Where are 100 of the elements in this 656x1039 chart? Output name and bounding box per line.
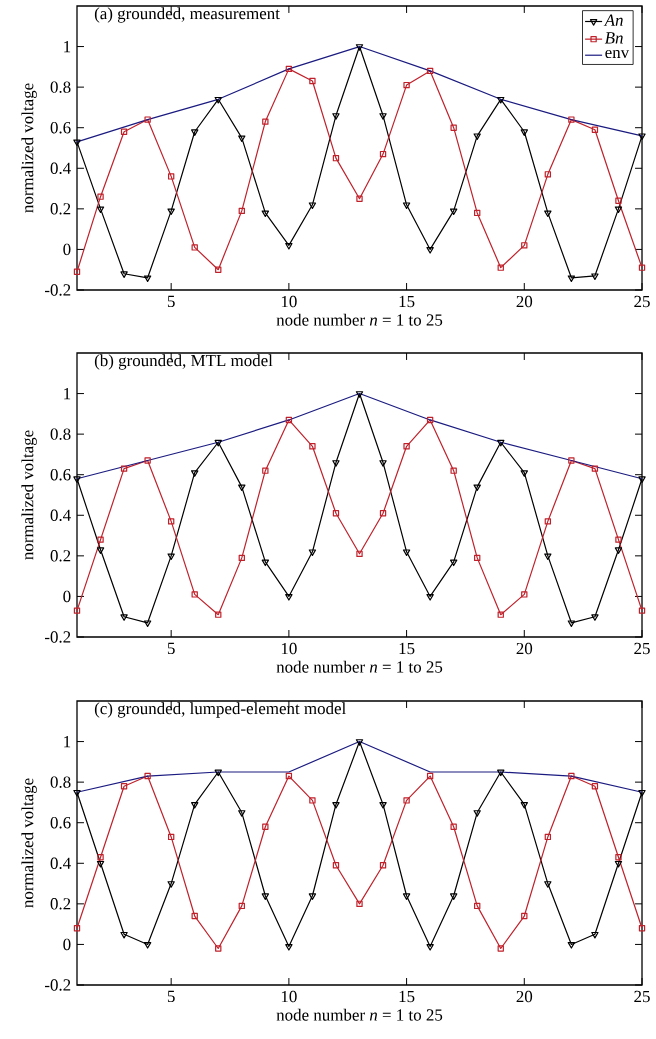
- point: [238, 135, 246, 143]
- point: [497, 769, 505, 777]
- point: [568, 116, 575, 123]
- x-tick-label: 20: [516, 990, 533, 1003]
- point: [638, 607, 646, 614]
- point: [544, 881, 552, 888]
- y-tick-label: 0.2: [50, 203, 71, 215]
- point: [73, 139, 81, 147]
- point: [191, 244, 198, 251]
- point: [356, 900, 363, 908]
- point: [568, 772, 575, 780]
- point: [520, 470, 528, 477]
- y-tick-label: 0.4: [50, 857, 71, 870]
- y-axis-title: normalized voltage: [21, 83, 37, 213]
- point: [167, 208, 175, 216]
- chart-title: (b) grounded, MTL model: [94, 354, 273, 370]
- point: [591, 614, 599, 621]
- point: [403, 443, 410, 450]
- point: [449, 893, 458, 900]
- point: [497, 611, 504, 618]
- x-tick-label: 15: [399, 990, 415, 1003]
- x-tick-label: 25: [634, 642, 650, 655]
- point: [403, 81, 410, 89]
- point: [379, 510, 387, 517]
- point: [308, 893, 317, 900]
- point: [614, 547, 623, 554]
- point: [497, 96, 505, 104]
- point: [355, 44, 364, 51]
- point: [309, 77, 316, 85]
- point: [568, 457, 575, 464]
- point: [309, 797, 316, 804]
- point: [426, 247, 434, 254]
- point: [96, 547, 105, 554]
- point: [591, 931, 599, 939]
- point: [379, 862, 387, 869]
- y-tick-label: 1: [64, 735, 71, 748]
- line-series: [76, 740, 643, 793]
- point: [591, 273, 599, 280]
- point: [521, 912, 528, 920]
- legend-label: Bn: [604, 32, 623, 44]
- point: [261, 559, 269, 567]
- point: [426, 944, 434, 951]
- point: [73, 476, 81, 483]
- y-tick-label: 0.2: [50, 550, 71, 562]
- point: [521, 242, 528, 249]
- point: [262, 467, 269, 474]
- point: [567, 942, 576, 949]
- point: [544, 171, 551, 178]
- y-tick-label: 0.4: [50, 162, 71, 175]
- point: [190, 470, 199, 477]
- point: [591, 465, 599, 472]
- point: [238, 902, 245, 910]
- x-tick-label: 25: [634, 295, 650, 308]
- y-tick-label: -0.2: [44, 631, 71, 643]
- y-tick-label: 0: [63, 243, 71, 256]
- point: [355, 739, 364, 746]
- point: [144, 772, 151, 780]
- point: [544, 210, 552, 218]
- chart-title: (a) grounded, measurement: [94, 7, 280, 23]
- point: [379, 802, 387, 809]
- point: [426, 416, 434, 424]
- point: [309, 443, 316, 450]
- point: [262, 823, 269, 830]
- point: [591, 126, 599, 133]
- x-tick-label: 5: [167, 642, 175, 655]
- legend-label: An: [603, 14, 623, 26]
- point: [332, 154, 340, 162]
- y-tick-label: 0.8: [50, 776, 71, 788]
- x-tick-label: 20: [516, 295, 533, 308]
- point: [544, 553, 552, 561]
- point: [73, 268, 81, 275]
- point: [473, 554, 481, 562]
- point: [356, 195, 363, 202]
- point: [144, 457, 151, 464]
- point: [143, 275, 152, 283]
- point: [285, 242, 293, 250]
- point: [73, 925, 81, 932]
- point: [308, 202, 317, 209]
- point: [238, 810, 246, 817]
- point: [214, 439, 222, 447]
- x-tick-label: 15: [399, 295, 415, 308]
- point: [167, 881, 175, 888]
- y-tick-label: 0.4: [50, 509, 71, 522]
- x-tick-label: 25: [634, 990, 650, 1003]
- point: [356, 550, 363, 558]
- point: [520, 129, 528, 136]
- y-tick-label: 0.8: [50, 81, 71, 93]
- point: [402, 893, 411, 900]
- y-tick-label: 1: [64, 40, 71, 53]
- x-tick-label: 5: [167, 295, 175, 308]
- y-tick-label: -0.2: [44, 979, 71, 991]
- point: [143, 620, 152, 627]
- y-axis-title: normalized voltage: [21, 778, 37, 908]
- point: [191, 591, 198, 598]
- x-tick-label: 15: [399, 642, 415, 655]
- point: [473, 133, 481, 140]
- point: [332, 460, 340, 467]
- point: [285, 594, 293, 601]
- legend-label: env: [605, 49, 630, 59]
- point: [638, 925, 646, 932]
